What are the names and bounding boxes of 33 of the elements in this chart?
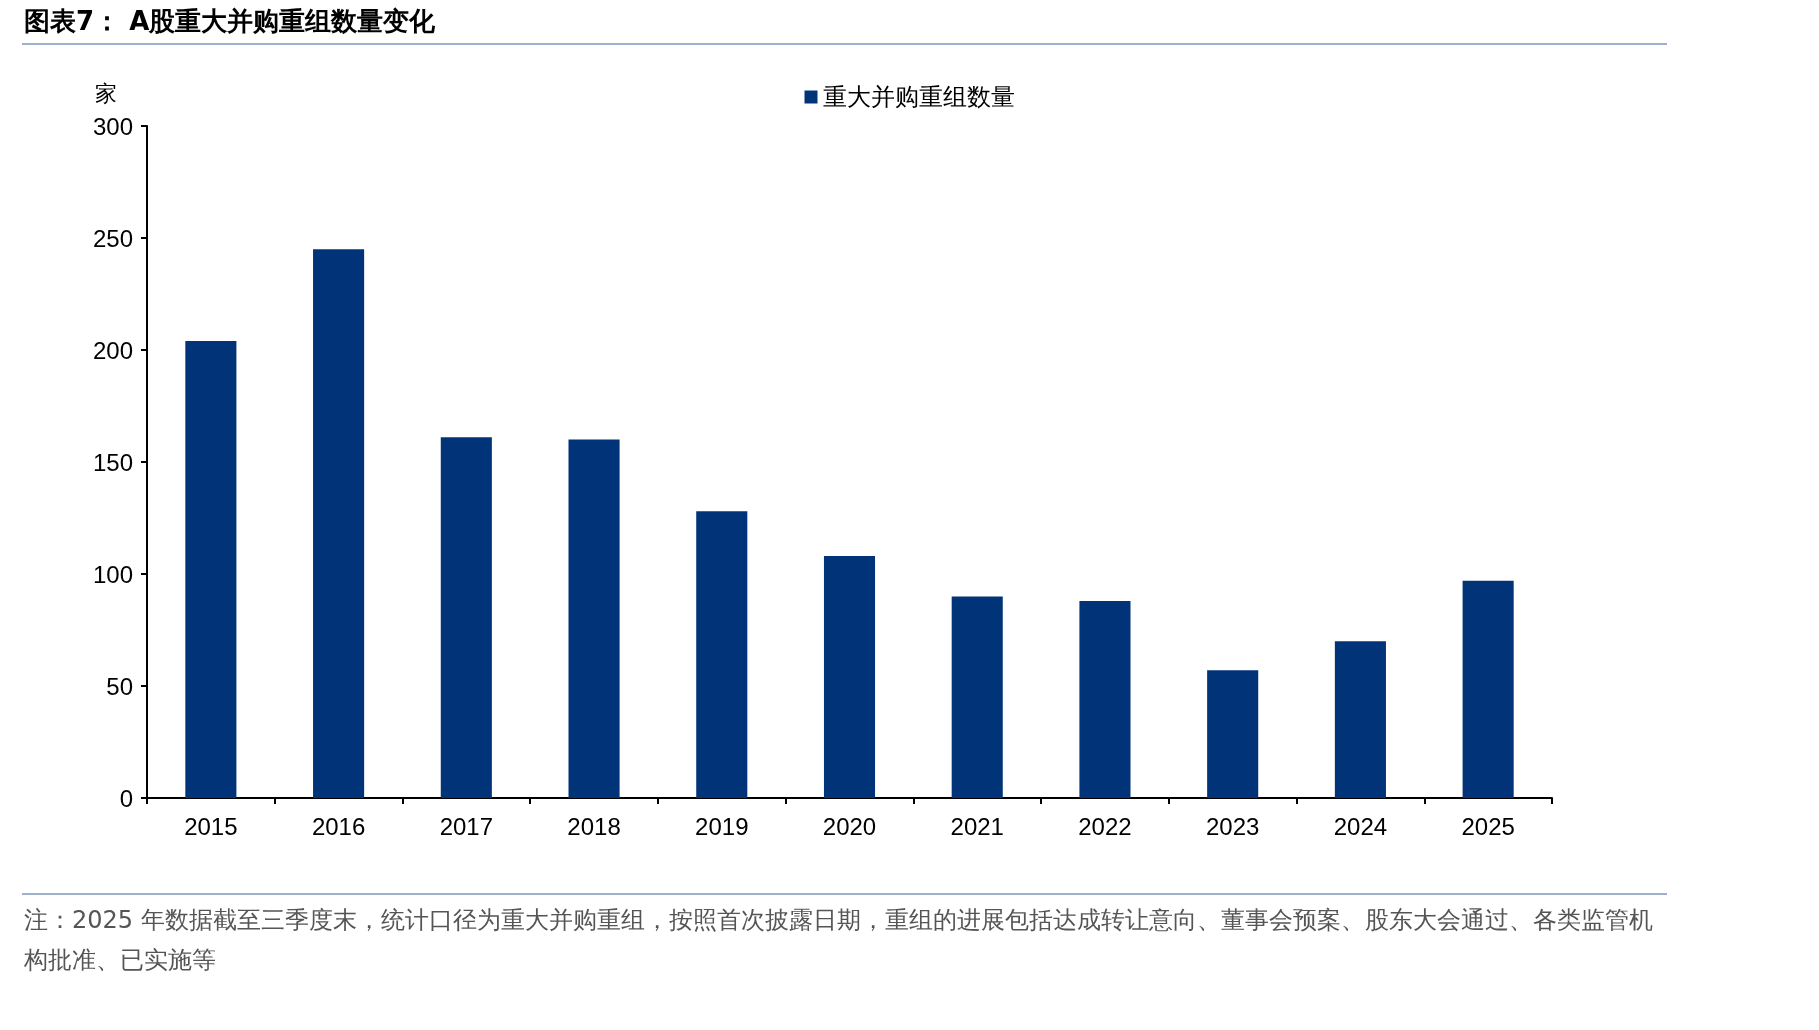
x-tick-label: 2021: [950, 812, 1004, 840]
bar: [440, 437, 492, 798]
bar: [1079, 600, 1131, 798]
x-tick-label: 2017: [439, 812, 494, 840]
bar: [951, 596, 1003, 798]
y-tick-label: 50: [106, 672, 133, 700]
y-tick-label: 250: [92, 224, 133, 252]
y-tick-label: 100: [92, 560, 133, 588]
x-tick-label: 2022: [1078, 812, 1132, 840]
bar: [1462, 580, 1514, 798]
y-tick-label: 300: [92, 112, 133, 140]
x-tick-label: 2015: [184, 812, 238, 840]
x-tick-label: 2025: [1461, 812, 1515, 840]
y-tick-label: 200: [92, 336, 133, 364]
text: 注：2025 年数据截至三季度末，统计口径为重大并购重组，按照首次披露日期，重组的进展包括达成转让意向、董事会预案、股东大会通过、各类监管机构批准、已实施等: [24, 905, 1654, 976]
y-tick-label: 0: [119, 784, 133, 812]
x-tick-label: 2018: [567, 812, 621, 840]
bar: [823, 556, 876, 798]
bar: [313, 249, 365, 798]
bar: [696, 511, 748, 798]
x-tick-label: 2019: [695, 812, 749, 840]
y-tick-label: 150: [92, 448, 133, 476]
legend-label: 重大并购重组数量: [822, 83, 1015, 111]
x-tick-label: 2020: [822, 812, 877, 840]
x-tick-label: 2016: [311, 812, 366, 840]
chart-title: 图表7： A股重大并购重组数量变化: [24, 5, 436, 38]
x-tick-label: 2024: [1333, 812, 1388, 840]
bar: [1207, 670, 1259, 798]
bar: [568, 439, 620, 798]
y-axis-title: 家: [95, 80, 117, 106]
bar: [1334, 641, 1386, 798]
bar: [185, 341, 237, 798]
x-tick-label: 2023: [1205, 812, 1260, 840]
